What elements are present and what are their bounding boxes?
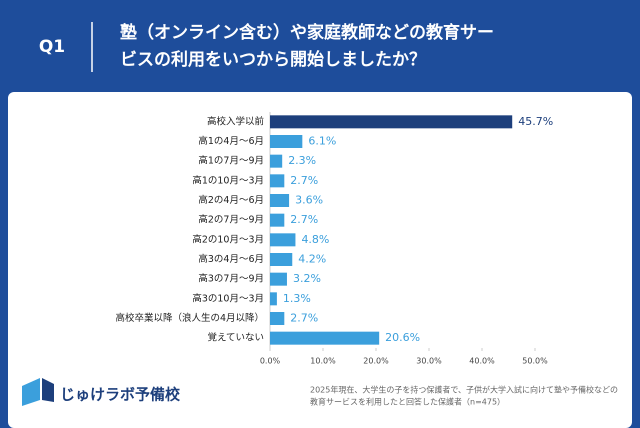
chart-title: ビスの利用をいつから開始しましたか？ (120, 49, 426, 70)
bar (270, 312, 285, 325)
bar (270, 194, 290, 207)
y-tick-label: 高2の4月～6月 (198, 194, 264, 206)
value-label: 4.2% (298, 253, 326, 266)
y-tick-label: 覚えていない (207, 332, 264, 344)
y-tick-label: 高校卒業以降（浪人生の4月以降） (115, 312, 264, 324)
value-label: 3.2% (293, 272, 321, 285)
note: 2025年現在、大学生の子を持つ保護者で、子供が大学入試に向けて塾や予備校などの (310, 385, 618, 395)
x-tick-label: 30.0% (416, 357, 442, 366)
badge: Q1 (39, 37, 65, 57)
y-tick-label: 高1の7月～9月 (198, 155, 264, 167)
bar (270, 213, 285, 227)
bar (270, 331, 380, 345)
note: 教育サービスを利用したと回答した保護者（n=475） (310, 397, 505, 407)
x-tick-label: 0.0% (260, 357, 281, 366)
value-label: 2.7% (290, 213, 318, 226)
bar (270, 292, 277, 306)
value-label: 3.6% (295, 194, 323, 207)
chart-title: 塾（オンライン含む）や家庭教師などの教育サー (120, 22, 494, 43)
y-tick-label: 高2の10月～3月 (192, 233, 264, 245)
y-tick-label: 高校入学以前 (207, 115, 264, 127)
bar (270, 174, 285, 188)
y-tick-label: 高2の7月～9月 (198, 214, 264, 226)
bar (270, 135, 303, 148)
x-tick-label: 20.0% (363, 357, 389, 366)
logo-text: じゅけラボ予備校 (60, 386, 181, 404)
x-tick-label: 50.0% (522, 357, 548, 366)
value-label: 6.1% (308, 135, 336, 148)
value-label: 2.7% (290, 174, 318, 187)
value-label: 45.7% (518, 115, 553, 128)
bar (270, 253, 293, 266)
y-tick-label: 高3の4月～6月 (198, 253, 264, 265)
value-label: 2.3% (288, 154, 316, 167)
bar (270, 233, 296, 247)
bar (270, 272, 287, 286)
bar (270, 154, 283, 168)
logo-icon (22, 378, 40, 406)
x-tick-label: 40.0% (469, 357, 495, 366)
x-tick-label: 10.0% (310, 357, 336, 366)
bar (270, 115, 513, 129)
value-label: 1.3% (283, 292, 311, 305)
y-tick-label: 高3の10月～3月 (192, 292, 264, 304)
y-tick-label: 高1の10月～3月 (192, 174, 264, 186)
logo-icon (42, 378, 54, 402)
logo: じゅけラボ予備校 (22, 378, 181, 406)
panel (8, 92, 632, 428)
value-label: 20.6% (385, 331, 420, 344)
y-tick-label: 高3の7月～9月 (198, 273, 264, 285)
y-tick-label: 高1の4月～6月 (198, 135, 264, 147)
value-label: 2.7% (290, 312, 318, 325)
value-label: 4.8% (301, 233, 329, 246)
